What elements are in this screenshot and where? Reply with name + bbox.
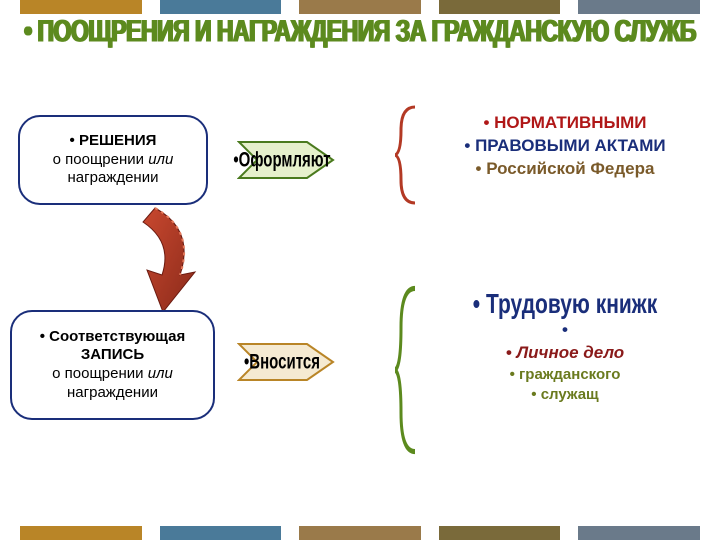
txt: о поощрении xyxy=(53,151,149,168)
bar xyxy=(20,0,142,14)
txt-ital: или xyxy=(148,151,173,168)
arrow-entered: •Вносится xyxy=(237,340,337,384)
txt-ital: или xyxy=(148,365,173,382)
bottom-bars xyxy=(0,526,720,540)
rt-l1: • НОРМАТИВНЫМИ xyxy=(415,113,715,133)
rb-l1: • Трудовую книжк xyxy=(415,293,715,317)
curve-arrow xyxy=(85,200,205,320)
rb-dot: • xyxy=(415,320,715,340)
arrow-formalize: •Оформляют xyxy=(237,138,337,182)
rb-l3: • гражданского xyxy=(415,366,715,383)
rb-l4: • служащ xyxy=(415,386,715,403)
bar xyxy=(299,526,421,540)
bar xyxy=(160,0,282,14)
txt: о поощрении xyxy=(52,365,148,382)
title-bar: • ПООЩРЕНИЯ И НАГРАЖДЕНИЯ ЗА ГРАЖДАНСКУЮ… xyxy=(0,18,720,45)
top-bars xyxy=(0,0,720,14)
box2-l4: награждении xyxy=(67,384,158,403)
right-bottom-text: • Трудовую книжк • • Личное дело • гражд… xyxy=(415,290,715,406)
bar xyxy=(578,0,700,14)
right-top-text: • НОРМАТИВНЫМИ • ПРАВОВЫМИ АКТАМИ • Росс… xyxy=(415,110,715,182)
bar xyxy=(20,526,142,540)
rt-l2: • ПРАВОВЫМИ АКТАМИ xyxy=(415,136,715,156)
arrow-entered-label: •Вносится xyxy=(244,350,320,374)
box2-l2: ЗАПИСЬ xyxy=(81,346,144,365)
bar xyxy=(439,526,561,540)
page-title: • ПООЩРЕНИЯ И НАГРАЖДЕНИЯ ЗА ГРАЖДАНСКУЮ… xyxy=(24,13,696,49)
rt-l3: • Российской Федера xyxy=(415,159,715,179)
rb-l2: • Личное дело xyxy=(415,343,715,363)
bar xyxy=(299,0,421,14)
arrow-formalize-label: •Оформляют xyxy=(233,148,330,172)
box2-l1: • Соответствующая xyxy=(40,328,186,347)
box1-line3: награждении xyxy=(68,169,159,188)
bar xyxy=(578,526,700,540)
bar xyxy=(439,0,561,14)
bar xyxy=(160,526,282,540)
box1-head: • РЕШЕНИЯ xyxy=(70,132,157,151)
box2-l3: о поощрении или xyxy=(52,365,173,384)
box1-line2: о поощрении или xyxy=(53,151,174,170)
box-record: • Соответствующая ЗАПИСЬ о поощрении или… xyxy=(10,310,215,420)
box-decisions: • РЕШЕНИЯ о поощрении или награждении xyxy=(18,115,208,205)
